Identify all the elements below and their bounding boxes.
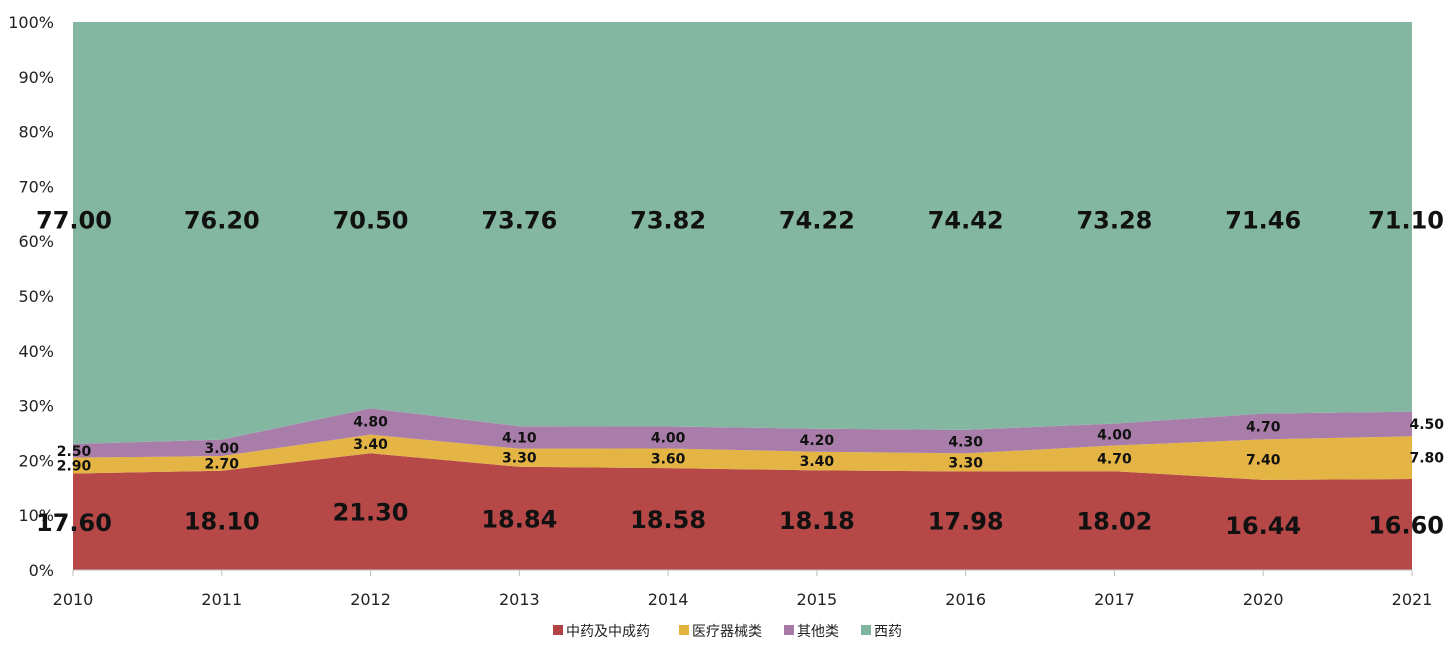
- data-label: 4.10: [502, 430, 537, 446]
- data-labels: 17.60 18.10 21.30 18.84 18.58 18.18 17.98 18.02…: [36, 206, 1444, 540]
- legend-item: 中药及中成药: [553, 624, 650, 640]
- y-tick-label: 40%: [18, 342, 54, 361]
- data-label: 7.80: [1409, 451, 1444, 467]
- y-tick-label: 10%: [18, 506, 54, 525]
- data-label: 3.00: [205, 441, 240, 457]
- area-series-2: [73, 408, 1412, 458]
- data-label: 4.70: [1246, 419, 1281, 435]
- data-label: 16.44: [1225, 512, 1301, 540]
- legend-item: 医疗器械类: [679, 624, 762, 640]
- y-tick-label: 90%: [18, 68, 54, 87]
- data-label: 74.22: [779, 206, 855, 234]
- data-label: 73.82: [630, 206, 706, 234]
- data-label: 18.02: [1076, 508, 1152, 536]
- legend-swatch: [679, 625, 689, 635]
- axes: 2010 2011 2012 2013 2014 2015 2016 2017 2020 2021…: [8, 13, 1432, 609]
- area-series-1: [73, 434, 1412, 480]
- data-label: 18.10: [184, 507, 260, 535]
- data-label: 4.00: [651, 430, 686, 446]
- y-tick-label: 0%: [29, 561, 54, 580]
- x-tick-label: 2020: [1243, 590, 1284, 609]
- legend-label: 其他类: [797, 624, 839, 640]
- x-tick-label: 2013: [499, 590, 540, 609]
- legend-item: 西药: [861, 624, 902, 640]
- legend: 中药及中成药 医疗器械类 其他类 西药: [553, 624, 902, 640]
- y-tick-label: 50%: [18, 287, 54, 306]
- data-label: 3.60: [651, 451, 686, 467]
- data-label: 74.42: [928, 206, 1004, 234]
- y-tick-label: 80%: [18, 123, 54, 142]
- data-label: 4.20: [800, 433, 835, 449]
- data-label: 17.98: [928, 508, 1004, 536]
- data-label: 77.00: [36, 206, 112, 234]
- legend-swatch: [784, 625, 794, 635]
- data-label: 2.90: [57, 459, 92, 475]
- area-series-3: [73, 22, 1412, 444]
- y-tick-label: 100%: [8, 13, 54, 32]
- data-label: 70.50: [333, 206, 409, 234]
- area-series-0: [73, 453, 1412, 570]
- data-label: 3.30: [502, 451, 537, 467]
- legend-swatch: [553, 625, 563, 635]
- data-label: 4.50: [1409, 417, 1444, 433]
- data-label: 18.84: [481, 505, 557, 533]
- legend-label: 中药及中成药: [566, 624, 650, 640]
- y-tick-label: 30%: [18, 397, 54, 416]
- y-tick-label: 20%: [18, 451, 54, 470]
- legend-label: 西药: [874, 624, 902, 640]
- data-label: 2.50: [57, 444, 92, 460]
- area-layers: [73, 22, 1412, 570]
- data-label: 73.28: [1076, 206, 1152, 234]
- data-label: 73.76: [481, 206, 557, 234]
- data-label: 71.46: [1225, 206, 1301, 234]
- y-tick-label: 60%: [18, 232, 54, 251]
- y-tick-label: 70%: [18, 177, 54, 196]
- data-label: 4.30: [948, 435, 983, 451]
- data-label: 17.60: [36, 509, 112, 537]
- data-label: 3.30: [948, 455, 983, 471]
- x-tick-label: 2011: [201, 590, 242, 609]
- data-label: 2.70: [205, 456, 240, 472]
- data-label: 18.18: [779, 507, 855, 535]
- data-label: 3.40: [800, 454, 835, 470]
- data-label: 4.80: [353, 414, 388, 430]
- x-tick-label: 2021: [1392, 590, 1433, 609]
- data-label: 71.10: [1368, 206, 1444, 234]
- data-label: 4.00: [1097, 428, 1132, 444]
- data-label: 18.58: [630, 506, 706, 534]
- data-label: 4.70: [1097, 451, 1132, 467]
- data-label: 16.60: [1368, 512, 1444, 540]
- data-label: 7.40: [1246, 453, 1281, 469]
- x-tick-label: 2015: [797, 590, 838, 609]
- data-label: 3.40: [353, 437, 388, 453]
- x-tick-label: 2017: [1094, 590, 1135, 609]
- x-tick-label: 2012: [350, 590, 391, 609]
- x-tick-label: 2010: [53, 590, 94, 609]
- legend-swatch: [861, 625, 871, 635]
- x-tick-label: 2016: [945, 590, 986, 609]
- legend-label: 医疗器械类: [692, 624, 762, 640]
- data-label: 21.30: [333, 499, 409, 527]
- legend-item: 其他类: [784, 624, 839, 640]
- x-tick-label: 2014: [648, 590, 689, 609]
- data-label: 76.20: [184, 206, 260, 234]
